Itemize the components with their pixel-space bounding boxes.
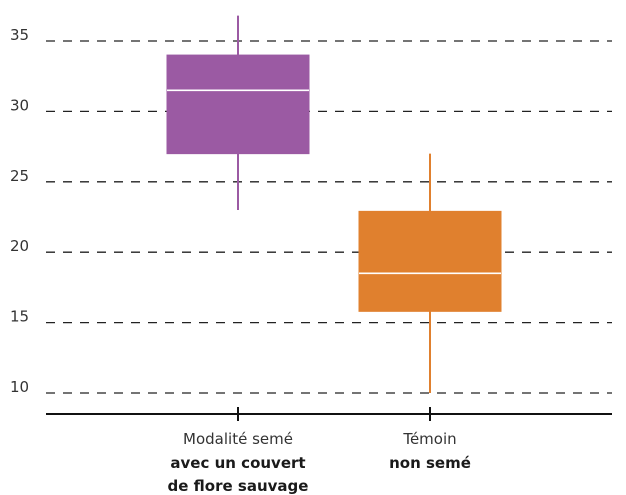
category-label-2-line1: Témoin xyxy=(402,430,456,448)
y-tick-label-20: 20 xyxy=(10,237,29,255)
category-label-1-line1: Modalité semé xyxy=(183,430,293,448)
box-series xyxy=(166,15,502,393)
category-label-2-line2: non semé xyxy=(389,454,471,472)
y-tick-label-30: 30 xyxy=(10,96,29,114)
y-tick-label-35: 35 xyxy=(10,26,29,44)
y-tick-label-25: 25 xyxy=(10,167,29,185)
box-1 xyxy=(166,15,310,210)
box-2 xyxy=(358,153,502,393)
y-tick-label-10: 10 xyxy=(10,378,29,396)
iqr-box-2 xyxy=(358,210,502,312)
category-label-1-line2: avec un couvert xyxy=(170,454,305,472)
y-tick-label-15: 15 xyxy=(10,308,29,326)
category-label-1-line3: de flore sauvage xyxy=(168,477,309,495)
iqr-box-1 xyxy=(166,54,310,155)
y-axis-tick-labels: 10 15 20 25 30 35 xyxy=(10,26,29,396)
x-axis-ticks xyxy=(237,407,431,421)
gridlines xyxy=(46,40,612,394)
